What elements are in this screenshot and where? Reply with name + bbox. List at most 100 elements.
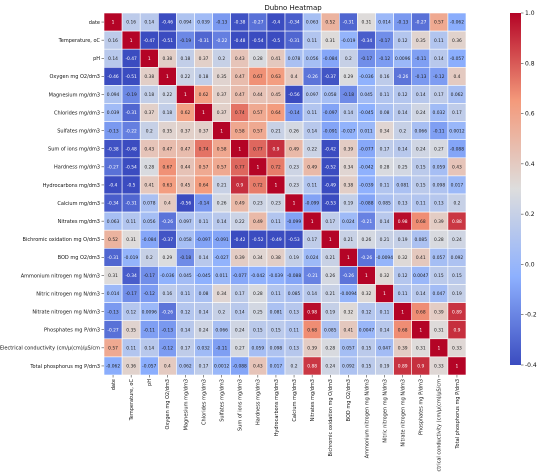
cell-value-label: -0.036 bbox=[359, 74, 373, 80]
cell-value-label: 0.36 bbox=[126, 364, 136, 370]
cell-value-label: -0.26 bbox=[162, 309, 174, 315]
cell-value-label: 1 bbox=[112, 20, 115, 26]
cell-value-label: 0.11 bbox=[126, 345, 136, 351]
cell-value-label: 0.37 bbox=[217, 110, 227, 116]
cell-value-label: 0.88 bbox=[452, 219, 462, 225]
cell-value-label: 0.38 bbox=[271, 255, 281, 261]
cell-value-label: 0.011 bbox=[215, 273, 228, 279]
cell-value-label: 0.64 bbox=[271, 110, 281, 116]
y-tick-label: Total phosphorus mg P/dm3 bbox=[29, 364, 100, 370]
cell-value-label: 0.066 bbox=[215, 327, 228, 333]
cell-value-label: -0.13 bbox=[107, 309, 119, 315]
cell-value-label: 0.26 bbox=[217, 201, 227, 207]
cell-value-label: -0.12 bbox=[162, 345, 174, 351]
cell-value-label: 0.36 bbox=[452, 38, 462, 44]
cell-value-label: -0.17 bbox=[379, 38, 391, 44]
cell-value-label: 0.49 bbox=[235, 201, 245, 207]
cell-value-label: 0.2 bbox=[146, 128, 153, 134]
cell-value-label: 0.15 bbox=[416, 183, 426, 189]
cell-value-label: 0.88 bbox=[307, 364, 317, 370]
y-tick-label: Hardness mg/dm3 bbox=[54, 165, 100, 171]
cell-value-label: 0.68 bbox=[416, 309, 426, 315]
cell-value-label: 0.68 bbox=[416, 219, 426, 225]
x-tick-label: date bbox=[111, 379, 117, 390]
cell-value-label: -0.22 bbox=[125, 128, 137, 134]
cell-value-label: 0.059 bbox=[433, 164, 446, 170]
cell-value-label: 0.092 bbox=[451, 255, 464, 261]
cell-value-label: 0.14 bbox=[380, 327, 390, 333]
cell-value-label: 0.011 bbox=[360, 128, 373, 134]
cell-value-label: 0.21 bbox=[343, 237, 353, 243]
cell-value-label: 0.017 bbox=[451, 183, 464, 189]
x-tick-label: Sulfates mg/dm3 bbox=[219, 379, 225, 422]
cell-value-label: 1 bbox=[293, 201, 296, 207]
cell-value-label: 0.68 bbox=[307, 327, 317, 333]
cell-value-label: 0.49 bbox=[307, 164, 317, 170]
cell-value-label: 0.31 bbox=[108, 273, 118, 279]
cell-value-label: 0.14 bbox=[144, 345, 154, 351]
colorbar-gradient bbox=[510, 13, 521, 365]
cell-value-label: 0.28 bbox=[144, 164, 154, 170]
cell-value-label: -0.042 bbox=[251, 273, 265, 279]
cell-value-label: 0.11 bbox=[307, 110, 317, 116]
cell-value-label: -0.027 bbox=[215, 255, 229, 261]
cell-value-label: -0.084 bbox=[142, 237, 156, 243]
cell-value-label: 0.4 bbox=[453, 74, 460, 80]
x-tick-label: Chlorides mg/dm3 bbox=[201, 379, 207, 425]
cell-value-label: -0.12 bbox=[379, 56, 391, 62]
cell-value-label: 0.43 bbox=[235, 56, 245, 62]
cell-value-label: 0.097 bbox=[306, 92, 319, 98]
x-tick-label: Nitric nitrogen mg N/dm3 bbox=[382, 379, 388, 443]
cell-value-label: 0.28 bbox=[380, 164, 390, 170]
cell-value-label: 0.24 bbox=[325, 364, 335, 370]
x-tick-label: Nitrates mg/dm3 bbox=[310, 379, 316, 421]
cell-value-label: 0.33 bbox=[452, 345, 462, 351]
cell-value-label: -0.51 bbox=[162, 38, 174, 44]
cell-value-label: 0.17 bbox=[199, 364, 209, 370]
cell-value-label: 0.2 bbox=[218, 309, 225, 315]
cell-value-label: -0.48 bbox=[125, 146, 137, 152]
cell-value-label: 0.16 bbox=[108, 38, 118, 44]
x-axis-labels: date Temperature, oC pH Oxygen mg O2/dm3 Mag… bbox=[111, 375, 461, 472]
x-tick-label: Nitrate nitrogen mg N/dm3 bbox=[400, 379, 406, 447]
cell-value-label: 0.34 bbox=[343, 164, 353, 170]
y-tick-label: Nitric nitrogen mg N/dm3 bbox=[36, 291, 100, 297]
cell-value-label: 0.31 bbox=[434, 327, 444, 333]
cell-value-label: 0.2 bbox=[399, 128, 406, 134]
cell-value-label: 0.41 bbox=[416, 255, 426, 261]
cell-value-label: 0.37 bbox=[144, 110, 154, 116]
cell-value-label: -0.37 bbox=[162, 237, 174, 243]
cell-value-label: -0.077 bbox=[359, 146, 373, 152]
y-tick-label: pH bbox=[93, 56, 100, 62]
cell-value-label: -0.077 bbox=[233, 273, 247, 279]
cell-value-label: -0.34 bbox=[361, 38, 373, 44]
cell-value-label: 0.056 bbox=[143, 219, 156, 225]
cell-value-label: -0.042 bbox=[359, 164, 373, 170]
cell-value-label: 0.35 bbox=[162, 128, 172, 134]
cell-value-label: -0.48 bbox=[234, 38, 246, 44]
cell-value-label: 0.31 bbox=[126, 237, 136, 243]
cell-value-label: 0.38 bbox=[343, 183, 353, 189]
y-tick-label: Bichromic oxidation mg O/dm3 bbox=[23, 237, 100, 243]
cell-value-label: 0.67 bbox=[253, 74, 263, 80]
cell-value-label: 1 bbox=[220, 128, 223, 134]
y-tick-label: Sum of ions mg/dm3 bbox=[48, 147, 100, 153]
chart-title: Dubno Heatmap bbox=[264, 4, 322, 12]
cell-value-label: 0.22 bbox=[181, 74, 191, 80]
cell-value-label: 0.41 bbox=[343, 327, 353, 333]
cell-value-label: 0.19 bbox=[325, 309, 335, 315]
cell-value-label: 0.15 bbox=[452, 273, 462, 279]
cell-value-label: 0.98 bbox=[307, 309, 317, 315]
cell-value-label: 0.14 bbox=[217, 219, 227, 225]
cell-value-label: 0.27 bbox=[235, 345, 245, 351]
cell-value-label: 1 bbox=[365, 273, 368, 279]
cell-value-label: -0.26 bbox=[361, 255, 373, 261]
cell-value-label: 0.15 bbox=[362, 364, 372, 370]
cell-value-label: 0.37 bbox=[217, 92, 227, 98]
y-tick-label: Oxygen mg O2/dm3 bbox=[49, 74, 100, 80]
cell-value-label: -0.31 bbox=[343, 20, 355, 26]
cell-value-label: 0.081 bbox=[396, 183, 409, 189]
cell-value-label: 0.37 bbox=[199, 128, 209, 134]
cell-value-label: 0.57 bbox=[199, 164, 209, 170]
cell-value-label: 0.11 bbox=[380, 92, 390, 98]
